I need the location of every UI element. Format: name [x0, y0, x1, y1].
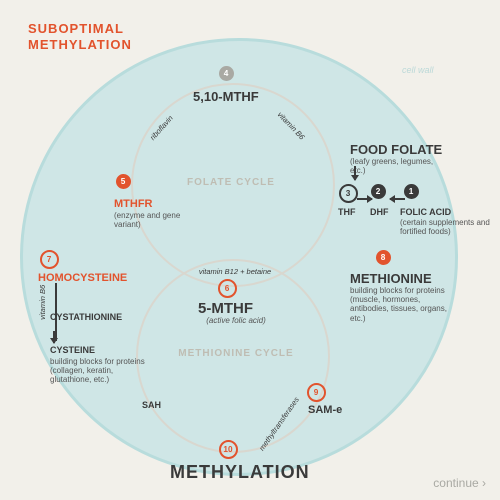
node-6: 6	[218, 279, 237, 298]
node-5: 5	[116, 174, 131, 189]
left-connector	[55, 283, 57, 341]
food-folate-sub: (leafy greens, legumes, etc.)	[350, 157, 440, 175]
title-line1: SUBOPTIMAL	[28, 22, 124, 37]
n1-sub: (certain supplements and fortified foods…	[400, 218, 490, 236]
n5-sub: (enzyme and gene variant)	[114, 211, 184, 229]
cystathionine-label: CYSTATHIONINE	[50, 312, 122, 322]
n8-sub: building blocks for proteins (muscle, ho…	[350, 286, 455, 323]
node-9-num: 9	[314, 388, 319, 397]
node-7: 7	[40, 250, 59, 269]
node-5-num: 5	[121, 177, 126, 186]
node-3-num: 3	[346, 189, 351, 198]
continue-link[interactable]: continue ›	[433, 476, 486, 490]
n7-label: HOMOCYSTEINE	[38, 272, 127, 285]
folate-cycle-label: FOLATE CYCLE	[176, 177, 286, 189]
n1-label: FOLIC ACID	[400, 207, 451, 217]
food-folate-label: FOOD FOLATE	[350, 143, 442, 158]
arrow-left-down	[53, 331, 55, 343]
edge-b6-left: vitamin B6	[39, 285, 48, 320]
n5-label: MTHFR	[114, 198, 153, 211]
n6-label: 5-MTHF	[198, 300, 253, 317]
arrow-food-thf	[354, 166, 356, 180]
arrow-fa-dhf	[390, 198, 405, 200]
cysteine-label: CYSTEINE	[50, 345, 95, 355]
arrow-dhf-thf	[357, 198, 372, 200]
n8-label: METHIONINE	[350, 272, 432, 287]
node-4-num: 4	[224, 69, 229, 78]
title-line2: METHYLATION	[28, 38, 132, 53]
sah-label: SAH	[142, 400, 161, 410]
n3-label: THF	[338, 207, 356, 217]
n2-label: DHF	[370, 207, 389, 217]
cell-wall-label: cell wall	[402, 65, 434, 75]
node-2-num: 2	[376, 187, 381, 196]
node-10: 10	[219, 440, 238, 459]
n4-label: 5,10-MTHF	[193, 90, 259, 105]
node-6-num: 6	[225, 284, 230, 293]
edge-b12: vitamin B12 + betaine	[180, 268, 290, 277]
node-3: 3	[339, 184, 358, 203]
n10-label: METHYLATION	[170, 462, 310, 483]
node-1: 1	[404, 184, 419, 199]
methionine-cycle-label: METHIONINE CYCLE	[171, 348, 301, 360]
node-8-num: 8	[381, 253, 386, 262]
cysteine-sub: building blocks for proteins (collagen, …	[50, 357, 150, 385]
node-7-num: 7	[47, 255, 52, 264]
node-2: 2	[371, 184, 386, 199]
diagram-root: cell wall SUBOPTIMAL METHYLATION FOLATE …	[0, 0, 500, 500]
node-1-num: 1	[409, 187, 414, 196]
node-4: 4	[219, 66, 234, 81]
n9-label: SAM-e	[308, 404, 342, 417]
node-9: 9	[307, 383, 326, 402]
node-8: 8	[376, 250, 391, 265]
node-10-num: 10	[223, 445, 232, 454]
n6-sub: (active folic acid)	[193, 316, 279, 325]
